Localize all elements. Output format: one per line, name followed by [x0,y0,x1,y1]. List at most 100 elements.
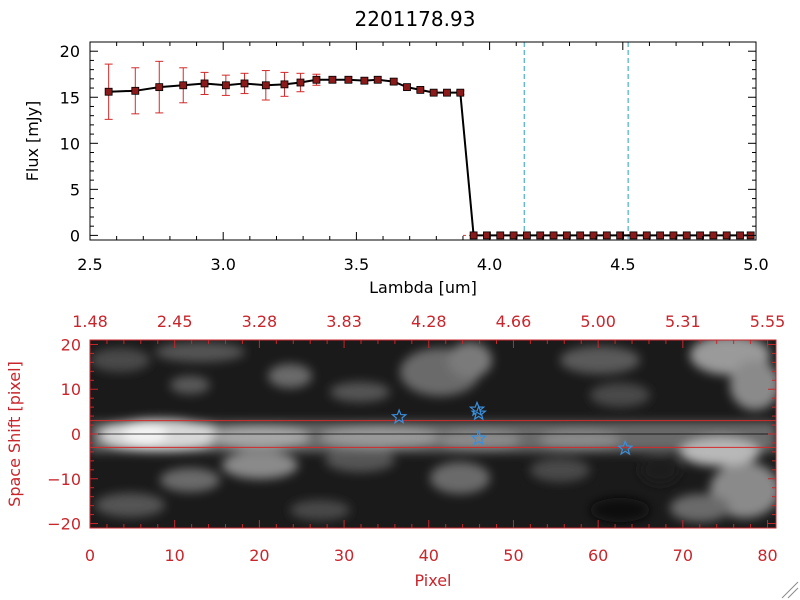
pixel-tick-label-6: 60 [588,546,608,565]
flux-point-40 [722,231,731,240]
flux-point-39 [709,231,718,240]
spectrum-axes-frame [89,41,757,241]
star-markers [390,400,634,456]
flux-point-27 [549,231,558,240]
x-tick-label-3: 4.0 [477,255,502,274]
flux-point-32 [616,231,625,240]
wavelength-top-axis-ticks: 1.48 2.45 3.28 3.83 4.28 4.66 5.00 5.31 5.55 [72,312,785,348]
flux-point-18 [429,88,438,97]
pixel-tick-label-5: 50 [503,546,523,565]
y-tick-label-2: 10 [60,134,80,153]
flux-point-36 [669,231,678,240]
flux-point-2 [155,83,164,92]
flux-point-4 [200,79,209,88]
flux-point-14 [373,75,382,84]
flux-point-35 [656,231,664,240]
flux-point-28 [562,231,571,240]
flux-point-9 [296,78,305,87]
top-tick-label-1: 2.45 [157,312,193,331]
star-marker-0 [390,408,408,425]
space-shift-axis-ticks: 20 10 0 −10 −20 [47,335,776,534]
top-tick-label-0: 1.48 [72,312,108,331]
resize-grip[interactable] [781,581,799,599]
top-tick-label-2: 3.28 [242,312,278,331]
flux-point-12 [344,75,353,84]
flux-point-1 [131,86,140,95]
flux-point-34 [642,231,651,240]
flux-point-41 [736,231,744,240]
pixel-tick-label-2: 20 [249,546,269,565]
flux-point-22 [483,231,491,240]
spatial-image-panel: 0 10 20 30 40 50 60 70 80 1.48 2.45 3.28 3.83 4.28 4.… [5,312,785,590]
flux-point-24 [509,231,518,240]
star-marker-3 [470,429,487,446]
aperture-lines [90,420,776,448]
top-tick-label-6: 5.00 [580,312,616,331]
x-tick-label-2: 3.5 [344,255,369,274]
top-tick-label-3: 3.83 [326,312,362,331]
x-tick-label-5: 5.0 [743,255,768,274]
flux-point-25 [522,231,531,240]
flux-point-19 [443,88,451,97]
pixel-tick-label-1: 10 [165,546,185,565]
shift-tick-label-3: −10 [47,470,81,489]
flux-point-7 [261,81,270,90]
flux-point-0 [104,87,113,96]
pixel-tick-label-3: 30 [334,546,354,565]
flux-point-37 [682,231,691,240]
top-tick-label-4: 4.28 [411,312,447,331]
flux-point-10 [312,75,321,84]
pixel-tick-label-8: 80 [757,546,777,565]
pixel-axis-ticks: 0 10 20 30 40 50 60 70 80 [85,520,778,565]
pixel-tick-label-7: 70 [673,546,693,565]
flux-point-21 [469,231,478,240]
space-shift-axis-label: Space Shift [pixel] [5,361,24,507]
flux-point-5 [221,81,230,90]
top-tick-label-5: 4.66 [496,312,532,331]
flux-line [108,78,751,237]
flux-series-line [108,78,751,237]
top-tick-label-7: 5.31 [665,312,701,331]
flux-point-33 [629,231,638,240]
flux-point-16 [403,83,411,92]
shift-tick-label-0: 20 [61,335,81,354]
flux-point-26 [536,231,545,240]
chart-title: 2201178.93 [355,7,476,31]
top-tick-label-8: 5.55 [750,312,786,331]
image-texture [90,340,776,522]
x-tick-label-4: 4.5 [610,255,635,274]
x-tick-label-0: 2.5 [77,255,102,274]
flux-point-29 [576,231,585,240]
y-tick-label-4: 20 [60,42,80,61]
image-area [90,340,776,528]
x-axis-label: Lambda [um] [369,278,477,297]
y-axis-label: Flux [mJy] [23,101,42,182]
flux-point-15 [389,77,398,86]
y-tick-label-1: 5 [70,180,80,199]
shift-tick-label-2: 0 [71,425,81,444]
x-axis-ticks: 2.5 3.0 3.5 4.0 4.5 5.0 [77,42,769,274]
star-marker-4 [617,439,634,456]
flux-markers [104,75,755,240]
y-axis-ticks: 0 5 10 15 20 [60,42,756,245]
flux-point-38 [696,231,704,240]
pixel-tick-label-4: 40 [419,546,439,565]
x-tick-label-1: 3.0 [210,255,235,274]
flux-point-17 [416,85,425,94]
y-tick-label-3: 15 [60,88,80,107]
flux-point-31 [602,231,611,240]
pixel-axis-label: Pixel [414,571,451,590]
y-tick-label-0: 0 [70,226,80,245]
flux-point-20 [456,88,465,97]
star-marker-1 [468,400,486,417]
flux-point-30 [589,231,598,240]
shift-tick-label-4: −20 [47,515,81,534]
pixel-tick-label-0: 0 [85,546,95,565]
flux-point-11 [328,75,337,84]
wavelength-markers [523,42,629,240]
flux-point-6 [240,79,249,88]
star-marker-2 [470,404,488,421]
spectrum-panel: 2201178.93 2.5 3.0 3.5 4.0 4.5 5.0 0 5 10 15 20 L… [23,7,769,297]
flux-point-13 [360,76,369,85]
